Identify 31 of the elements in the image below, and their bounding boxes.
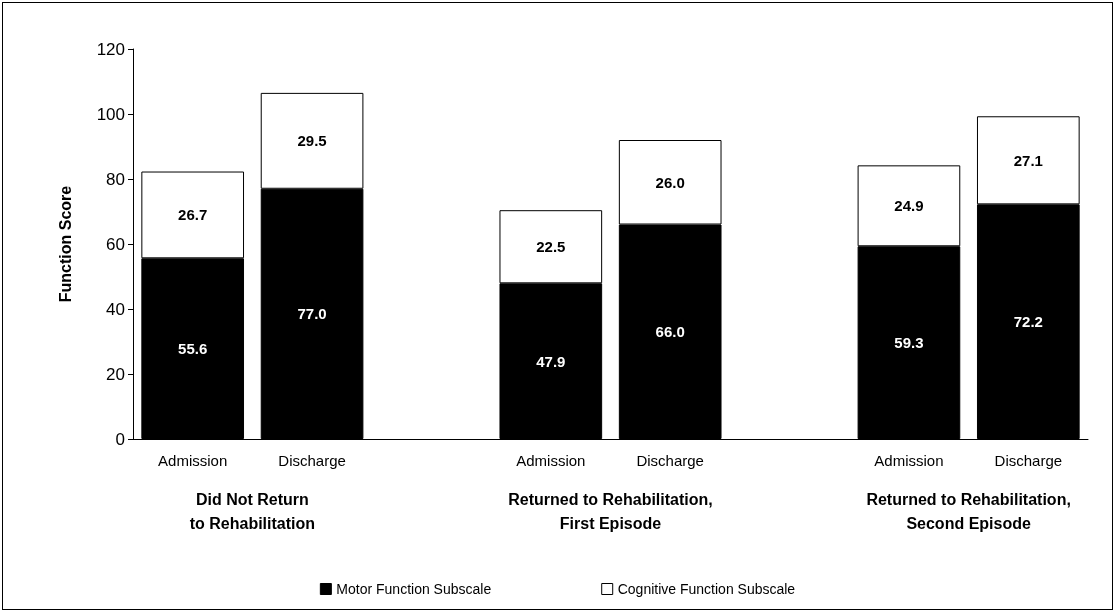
y-tick-label: 20 [106,364,125,384]
y-axis-title: Function Score [56,185,74,303]
x-tick-label: Admission [874,452,944,469]
data-label: 29.5 [297,132,327,150]
data-label: 26.0 [655,173,685,191]
data-label: 24.9 [894,197,924,215]
data-label: 26.7 [178,206,208,224]
text: Returned to Rehabilitation, First Episode [508,490,713,532]
data-label: 66.0 [655,323,685,341]
y-tick-label: 60 [106,234,125,254]
x-tick-label: Discharge [278,452,346,469]
data-label: 27.1 [1013,151,1043,169]
legend-label: Cognitive Function Subscale [617,581,796,597]
y-tick-label: 0 [115,429,125,449]
data-label: 77.0 [297,305,327,323]
data-label: 59.3 [894,334,924,352]
x-tick-label: Discharge [994,452,1063,469]
legend-label: Motor Function Subscale [336,581,492,597]
y-tick-label: 40 [106,299,125,319]
x-tick-label: Admission [516,452,586,469]
text: Returned to Rehabilitation, Second Episode [866,490,1071,532]
data-label: 47.9 [536,352,566,370]
y-tick-label: 100 [96,104,125,124]
y-tick-label: 120 [96,39,125,59]
x-tick-label: Admission [158,452,228,469]
y-tick-label: 80 [106,169,125,189]
x-tick-label: Discharge [636,452,704,469]
data-label: 55.6 [178,340,208,358]
data-label: 22.5 [536,238,566,256]
text: Did Not Return to Rehabilitation [189,490,316,532]
data-label: 72.2 [1013,313,1043,331]
